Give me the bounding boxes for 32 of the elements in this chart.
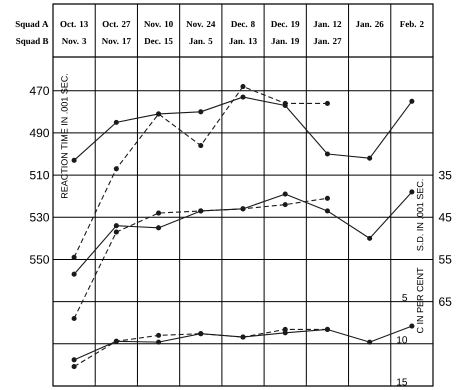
y3-tick-label: 10 — [397, 336, 408, 344]
text: Jan. 5 — [189, 38, 212, 44]
x-tick-label: Jan. 26 — [356, 21, 384, 28]
text: Nov. 3 — [62, 38, 86, 44]
x-tick-label: Dec. 8 — [231, 21, 255, 28]
y2-tick-label: 55 — [439, 255, 452, 264]
text: Jan. 27 — [314, 38, 342, 44]
text: Nov. 17 — [102, 38, 131, 44]
y2-axis-title: S.D. IN .001 SEC. — [416, 179, 424, 251]
x-axis-title: Squad A — [16, 20, 48, 29]
text: Squad B — [16, 38, 48, 46]
y-tick-label: 530 — [30, 213, 50, 222]
y2-tick-label: 65 — [439, 297, 452, 306]
x-tick-label: Nov. 10 — [144, 21, 173, 28]
y3-tick-label: 15 — [397, 378, 408, 386]
y-tick-label: 550 — [30, 255, 50, 264]
y-tick-label: 470 — [30, 86, 50, 95]
text: Jan. 13 — [229, 38, 257, 44]
y-tick-label: 510 — [30, 170, 50, 180]
x-tick-label: Feb. 2 — [400, 20, 424, 28]
x-tick-label: Jan. 12 — [314, 21, 342, 28]
y2-tick-label: 45 — [438, 213, 452, 222]
x-tick-label: Dec. 19 — [271, 21, 300, 28]
y3-axis-title: C IN PER CENT — [416, 268, 424, 333]
text: Jan. 19 — [272, 38, 300, 44]
text: Dec. 15 — [144, 38, 173, 44]
y3-tick-label: 5 — [402, 294, 408, 302]
x-tick-label: Oct. 13 — [60, 21, 88, 28]
x-tick-label: Nov. 24 — [186, 21, 216, 28]
y-tick-label: 490 — [30, 128, 50, 138]
x-tick-label: Oct. 27 — [102, 21, 130, 28]
y2-tick-label: 35 — [438, 170, 452, 180]
